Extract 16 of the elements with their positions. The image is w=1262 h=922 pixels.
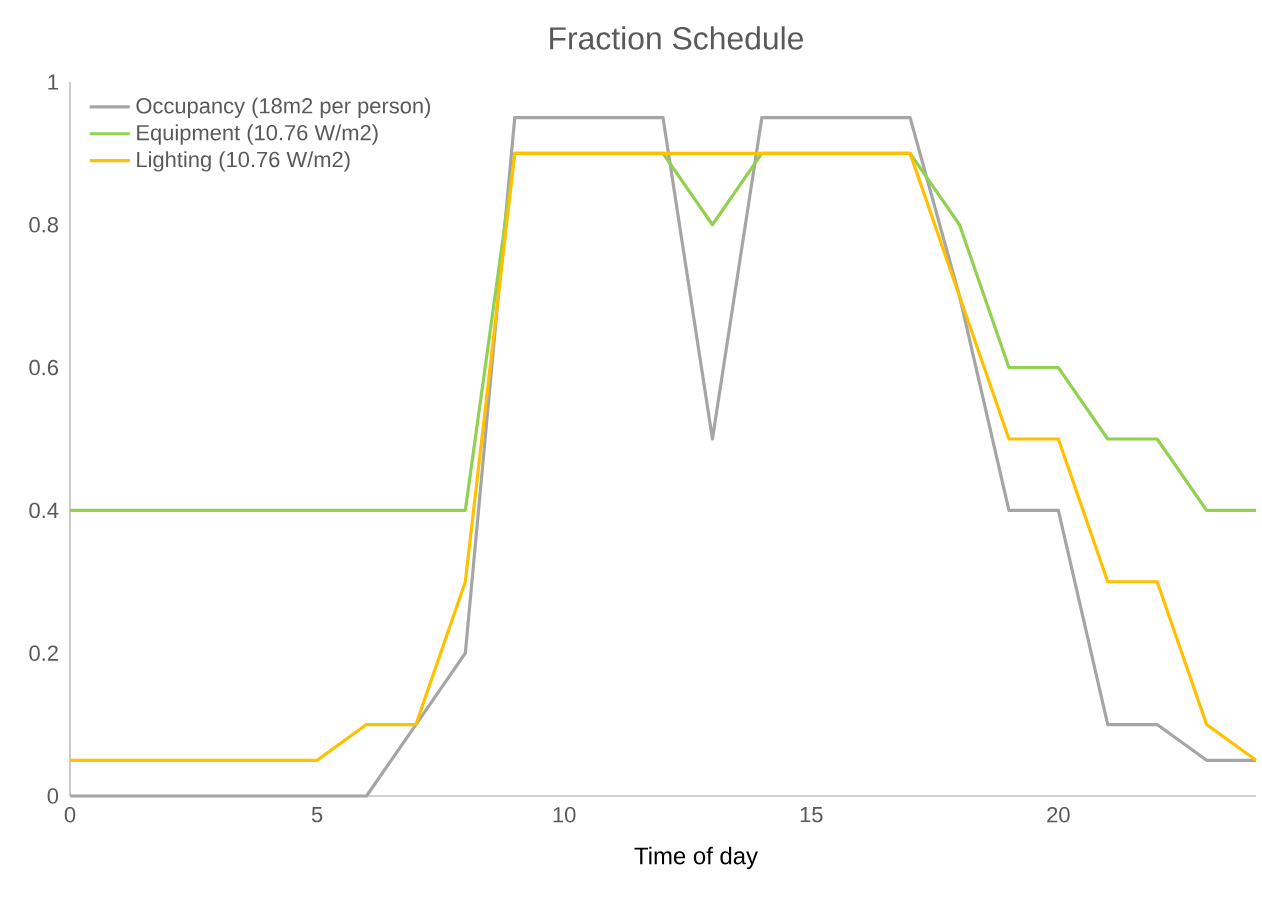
y-tick-label: 0.6 [29, 359, 58, 376]
y-tick-label: 0.8 [29, 217, 58, 233]
legend-label: Occupancy (18m2 per person) [136, 97, 431, 118]
x-tick-label: 20 [1047, 807, 1070, 823]
y-tick-label: 1 [48, 74, 58, 90]
x-tick-label: 5 [311, 807, 323, 823]
legend-label: Equipment (10.76 W/m2) [137, 124, 378, 145]
x-tick-label: 10 [553, 807, 576, 823]
y-tick-label: 0.4 [29, 502, 59, 519]
x-tick-label: 0 [64, 807, 76, 823]
legend-label: Lighting (10.76 W/m2) [137, 151, 350, 172]
y-tick-label: 0.2 [29, 645, 58, 661]
x-tick-label: 15 [800, 807, 823, 823]
x-axis-title: Time of day [634, 846, 758, 870]
chart-title: Fraction Schedule [550, 26, 804, 50]
y-tick-label: 0 [47, 788, 59, 804]
